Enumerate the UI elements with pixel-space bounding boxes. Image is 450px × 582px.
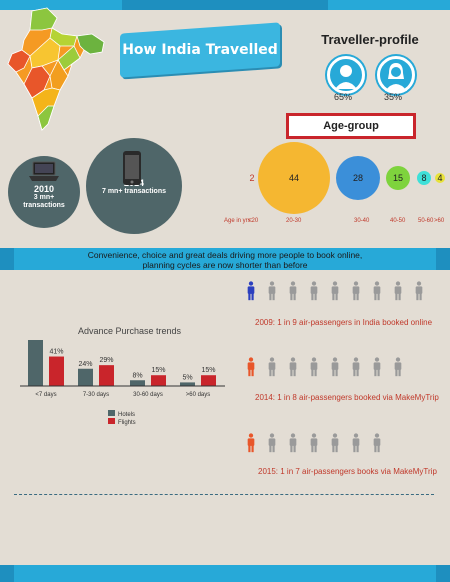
passenger-icon [352, 433, 360, 453]
passenger-icon [310, 357, 318, 377]
legend-flights: Flights [108, 418, 136, 426]
age-bubble: 4 [435, 173, 445, 183]
passenger-icon [310, 433, 318, 453]
footer-accent-left [0, 565, 14, 582]
passenger-icon [394, 281, 402, 301]
hotels-bar [78, 368, 93, 386]
male-avatar-icon [327, 56, 365, 94]
divider-accent-left [0, 248, 14, 270]
hotels-bar [130, 380, 145, 386]
passenger-icon [373, 281, 381, 301]
passenger-icon [268, 281, 276, 301]
flights-bar [151, 375, 166, 386]
divider-accent-right [436, 248, 450, 270]
legend-hotels-label: Hotels [118, 412, 136, 418]
top-bar-accent [122, 0, 328, 10]
passenger-icon [352, 357, 360, 377]
transactions-2014-text: 7 mn+ transactions [102, 188, 166, 195]
traveller-profile-title: Traveller-profile [321, 32, 419, 47]
passenger-icon [331, 281, 339, 301]
age-prefix: Age in yrs: [224, 218, 253, 224]
flights-value-label: 15% [201, 367, 215, 374]
transactions-2010-text: 3 mn+ transactions [23, 194, 65, 209]
dashed-separator [14, 494, 434, 495]
hotels-bar [180, 382, 195, 386]
category-label: >60 days [186, 392, 211, 398]
passenger-text-2015: 2015: 1 in 7 air-passengers books via Ma… [258, 467, 437, 476]
info-divider [0, 248, 450, 270]
passenger-icon [331, 357, 339, 377]
passenger-icon [247, 281, 255, 301]
passenger-icon [289, 281, 297, 301]
age-tick-label: 20-30 [286, 218, 302, 224]
legend-hotels: Hotels [108, 410, 135, 418]
passenger-icon [394, 357, 402, 377]
flights-value-label: 29% [99, 357, 113, 364]
divider-line-1: Convenience, choice and great deals driv… [87, 250, 363, 260]
passenger-icon [247, 433, 255, 453]
age-tick-label: <20 [248, 218, 259, 224]
category-label: 30-60 days [133, 392, 163, 398]
passenger-icon [415, 281, 423, 301]
female-percentage: 35% [383, 92, 402, 102]
flights-value-label: 41% [49, 349, 63, 356]
age-group-title: Age-group [286, 113, 416, 139]
footer-bar [0, 565, 450, 582]
footer-accent-right [436, 565, 450, 582]
female-avatar-icon [377, 56, 415, 94]
mobile-phone-icon [123, 151, 141, 185]
age-bubble: 15 [386, 166, 410, 190]
age-tick-label: >60 [434, 218, 445, 224]
passenger-icon [373, 357, 381, 377]
passenger-icon [310, 281, 318, 301]
flights-bar [49, 356, 64, 386]
age-tick-label: 40-50 [390, 218, 406, 224]
flights-bar [201, 375, 216, 386]
divider-line-2: planning cycles are now shorter than bef… [142, 260, 308, 270]
legend-hotels-swatch [108, 410, 115, 416]
legend-flights-label: Flights [118, 420, 136, 426]
laptop-icon [29, 161, 59, 181]
passenger-icon [289, 357, 297, 377]
category-label: <7 days [35, 392, 56, 398]
category-label: 7-30 days [83, 392, 109, 398]
flights-bar [99, 365, 114, 386]
legend-flights-swatch [108, 418, 115, 424]
transactions-2010-year: 2010 [33, 184, 55, 194]
passenger-icon [289, 433, 297, 453]
age-bubble: 44 [258, 142, 330, 214]
divider-text: Convenience, choice and great deals driv… [20, 250, 430, 270]
passenger-text-2009: 2009: 1 in 9 air-passengers in India boo… [255, 318, 433, 327]
age-tick-label: 50-60 [418, 218, 434, 224]
passenger-icon [373, 433, 381, 453]
age-bubble: 8 [417, 171, 431, 185]
advance-purchase-title: Advance Purchase trends [78, 326, 182, 336]
page-title: How India Travelled [122, 42, 278, 58]
age-bubble: 2 [249, 173, 255, 183]
hotels-value-label: 24% [78, 361, 92, 368]
male-percentage: 65% [333, 92, 352, 102]
passenger-icon [331, 433, 339, 453]
passenger-icon [352, 281, 360, 301]
passenger-icon [268, 357, 276, 377]
passenger-icon [247, 357, 255, 377]
flights-value-label: 15% [151, 367, 165, 374]
hotels-value-label: 8% [132, 372, 142, 379]
passenger-icon [268, 433, 276, 453]
hotels-value-label: 5% [182, 374, 192, 381]
hotels-bar [28, 340, 43, 386]
india-map-icon [7, 7, 105, 131]
passenger-text-2014: 2014: 1 in 8 air-passengers booked via M… [255, 393, 439, 402]
age-tick-label: 30-40 [354, 218, 370, 224]
age-bubble: 28 [336, 156, 380, 200]
